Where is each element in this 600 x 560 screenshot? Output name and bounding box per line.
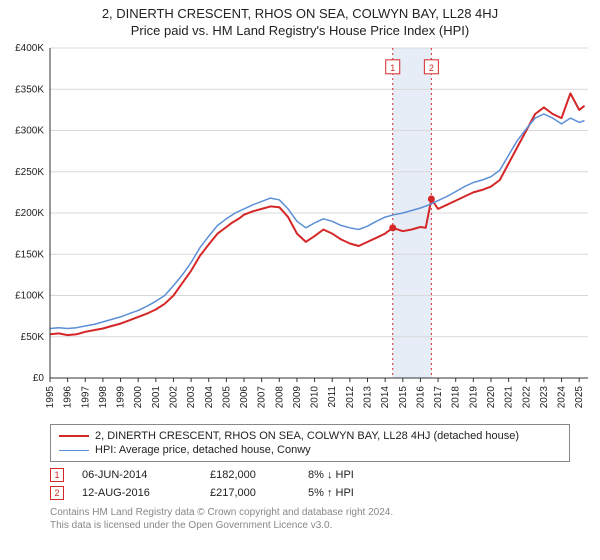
svg-text:2011: 2011	[327, 386, 338, 408]
svg-text:2001: 2001	[151, 386, 162, 409]
sale-date: 12-AUG-2016	[82, 487, 192, 499]
svg-text:1999: 1999	[116, 386, 127, 409]
svg-text:2024: 2024	[557, 386, 568, 409]
legend-row: HPI: Average price, detached house, Conw…	[59, 443, 561, 457]
svg-text:2025: 2025	[574, 386, 585, 409]
svg-text:2006: 2006	[239, 386, 250, 409]
sale-marker: 1	[50, 468, 64, 482]
svg-text:£350K: £350K	[15, 84, 44, 95]
svg-text:2017: 2017	[433, 386, 444, 409]
svg-text:2016: 2016	[415, 386, 426, 409]
legend: 2, DINERTH CRESCENT, RHOS ON SEA, COLWYN…	[50, 424, 570, 462]
svg-text:£250K: £250K	[15, 167, 44, 178]
sale-price: £217,000	[210, 487, 290, 499]
svg-text:£150K: £150K	[15, 249, 44, 260]
svg-text:1996: 1996	[63, 386, 74, 409]
legend-swatch	[59, 450, 89, 451]
legend-row: 2, DINERTH CRESCENT, RHOS ON SEA, COLWYN…	[59, 429, 561, 443]
legend-swatch	[59, 435, 89, 437]
svg-text:2019: 2019	[468, 386, 479, 409]
sale-delta: 8% ↓ HPI	[308, 469, 398, 481]
svg-text:2015: 2015	[398, 386, 409, 409]
svg-text:1997: 1997	[80, 386, 91, 409]
svg-text:2012: 2012	[345, 386, 356, 409]
svg-text:2023: 2023	[539, 386, 550, 409]
svg-text:£400K: £400K	[15, 43, 44, 54]
sale-date: 06-JUN-2014	[82, 469, 192, 481]
sale-row: 1 06-JUN-2014 £182,000 8% ↓ HPI	[50, 466, 570, 484]
footer-line: This data is licensed under the Open Gov…	[50, 519, 570, 532]
page-subtitle: Price paid vs. HM Land Registry's House …	[8, 23, 592, 38]
svg-text:2003: 2003	[186, 386, 197, 409]
svg-text:£200K: £200K	[15, 208, 44, 219]
svg-text:1: 1	[390, 63, 395, 73]
sale-row: 2 12-AUG-2016 £217,000 5% ↑ HPI	[50, 484, 570, 502]
svg-text:2008: 2008	[274, 386, 285, 409]
svg-text:2002: 2002	[168, 386, 179, 409]
sale-price: £182,000	[210, 469, 290, 481]
svg-text:2000: 2000	[133, 386, 144, 409]
page-title: 2, DINERTH CRESCENT, RHOS ON SEA, COLWYN…	[8, 6, 592, 21]
sales-table: 1 06-JUN-2014 £182,000 8% ↓ HPI 2 12-AUG-2016…	[50, 466, 570, 502]
svg-text:1995: 1995	[45, 386, 56, 409]
svg-text:1998: 1998	[98, 386, 109, 409]
svg-text:2014: 2014	[380, 386, 391, 409]
svg-text:2: 2	[429, 63, 434, 73]
svg-text:2022: 2022	[521, 386, 532, 409]
footer-line: Contains HM Land Registry data © Crown c…	[50, 506, 570, 519]
legend-label: HPI: Average price, detached house, Conw…	[95, 444, 311, 456]
svg-text:2021: 2021	[504, 386, 515, 409]
svg-text:2005: 2005	[221, 386, 232, 409]
svg-text:2010: 2010	[310, 386, 321, 409]
svg-text:2013: 2013	[363, 386, 374, 409]
svg-text:£0: £0	[33, 373, 45, 384]
chart-svg: £0 £50K £100K £150K £200K £250K £300K £350K £400…	[0, 40, 600, 420]
svg-text:2004: 2004	[204, 386, 215, 409]
svg-text:£300K: £300K	[15, 126, 44, 137]
footer-attribution: Contains HM Land Registry data © Crown c…	[50, 506, 570, 532]
svg-text:2020: 2020	[486, 386, 497, 409]
svg-text:£50K: £50K	[21, 332, 45, 343]
svg-text:2018: 2018	[451, 386, 462, 409]
sale-marker: 2	[50, 486, 64, 500]
sale-delta: 5% ↑ HPI	[308, 487, 398, 499]
legend-label: 2, DINERTH CRESCENT, RHOS ON SEA, COLWYN…	[95, 430, 519, 442]
svg-text:2009: 2009	[292, 386, 303, 409]
svg-text:2007: 2007	[257, 386, 268, 409]
price-chart: £0 £50K £100K £150K £200K £250K £300K £350K £400…	[0, 40, 600, 420]
svg-text:£100K: £100K	[15, 291, 44, 302]
